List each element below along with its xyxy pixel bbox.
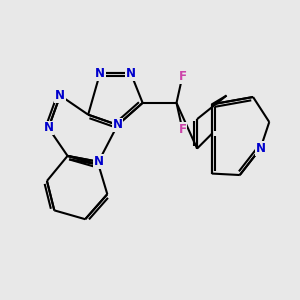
Text: N: N bbox=[112, 118, 123, 131]
Text: N: N bbox=[126, 67, 136, 80]
Text: F: F bbox=[178, 70, 186, 83]
Text: N: N bbox=[94, 155, 103, 168]
Text: N: N bbox=[44, 122, 53, 134]
Text: N: N bbox=[95, 67, 105, 80]
Text: N: N bbox=[255, 142, 266, 155]
Text: N: N bbox=[55, 89, 65, 102]
Text: F: F bbox=[178, 123, 186, 136]
